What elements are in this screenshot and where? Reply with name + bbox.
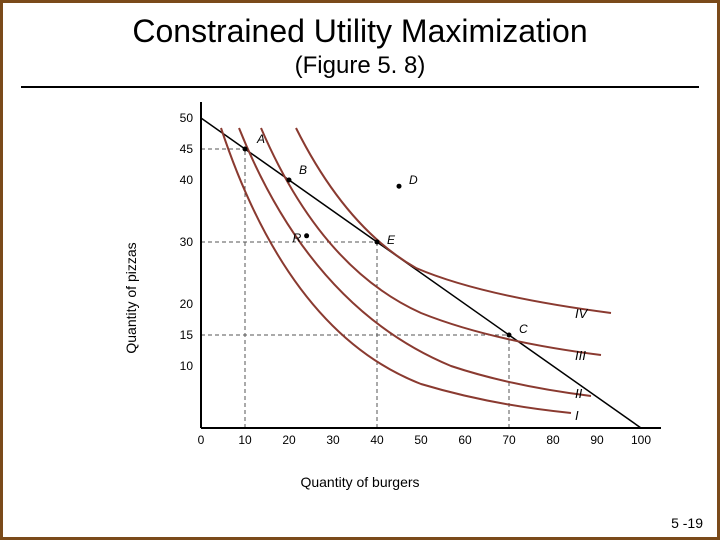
y-tick: 20 (180, 297, 194, 311)
x-tick: 80 (546, 433, 560, 447)
title-rule (21, 86, 699, 88)
point-label-C: C (519, 322, 528, 336)
y-tick: 30 (180, 235, 194, 249)
slide-title: Constrained Utility Maximization (21, 13, 699, 50)
x-tick: 40 (370, 433, 384, 447)
point-E (375, 240, 380, 245)
x-tick: 100 (631, 433, 651, 447)
x-tick: 30 (326, 433, 340, 447)
point-label-D: D (409, 173, 418, 187)
curve-label-IV: IV (575, 306, 589, 321)
point-label-A: A (256, 132, 265, 146)
indiff-curve-I (221, 128, 571, 413)
y-tick: 40 (180, 173, 194, 187)
x-tick: 20 (282, 433, 296, 447)
slide-subtitle: (Figure 5. 8) (21, 52, 699, 80)
slide-frame: Constrained Utility Maximization (Figure… (0, 0, 720, 540)
page-number: 5 -19 (671, 515, 703, 531)
x-tick: 70 (502, 433, 516, 447)
budget-line (201, 118, 641, 428)
curve-label-I: I (575, 408, 579, 423)
x-tick: 60 (458, 433, 472, 447)
y-tick: 15 (180, 328, 194, 342)
point-R (304, 233, 309, 238)
chart-svg: 010203040506070809010010152030404550IIII… (161, 98, 681, 468)
y-tick: 45 (180, 142, 194, 156)
y-tick: 50 (180, 111, 194, 125)
point-label-B: B (299, 163, 307, 177)
chart-area: Quantity of pizzas Quantity of burgers 0… (21, 98, 699, 498)
x-tick: 0 (198, 433, 205, 447)
x-axis-label: Quantity of burgers (300, 474, 419, 490)
y-tick: 10 (180, 359, 194, 373)
curve-label-III: III (575, 348, 586, 363)
point-D (397, 184, 402, 189)
x-tick: 90 (590, 433, 604, 447)
point-label-R: R (293, 231, 302, 245)
point-B (287, 178, 292, 183)
indiff-curve-IV (296, 128, 611, 313)
x-tick: 50 (414, 433, 428, 447)
x-tick: 10 (238, 433, 252, 447)
curve-label-II: II (575, 386, 583, 401)
y-axis-label: Quantity of pizzas (123, 242, 139, 353)
point-A (243, 147, 248, 152)
point-label-E: E (387, 233, 396, 247)
indiff-curve-III (261, 128, 601, 355)
point-C (507, 333, 512, 338)
